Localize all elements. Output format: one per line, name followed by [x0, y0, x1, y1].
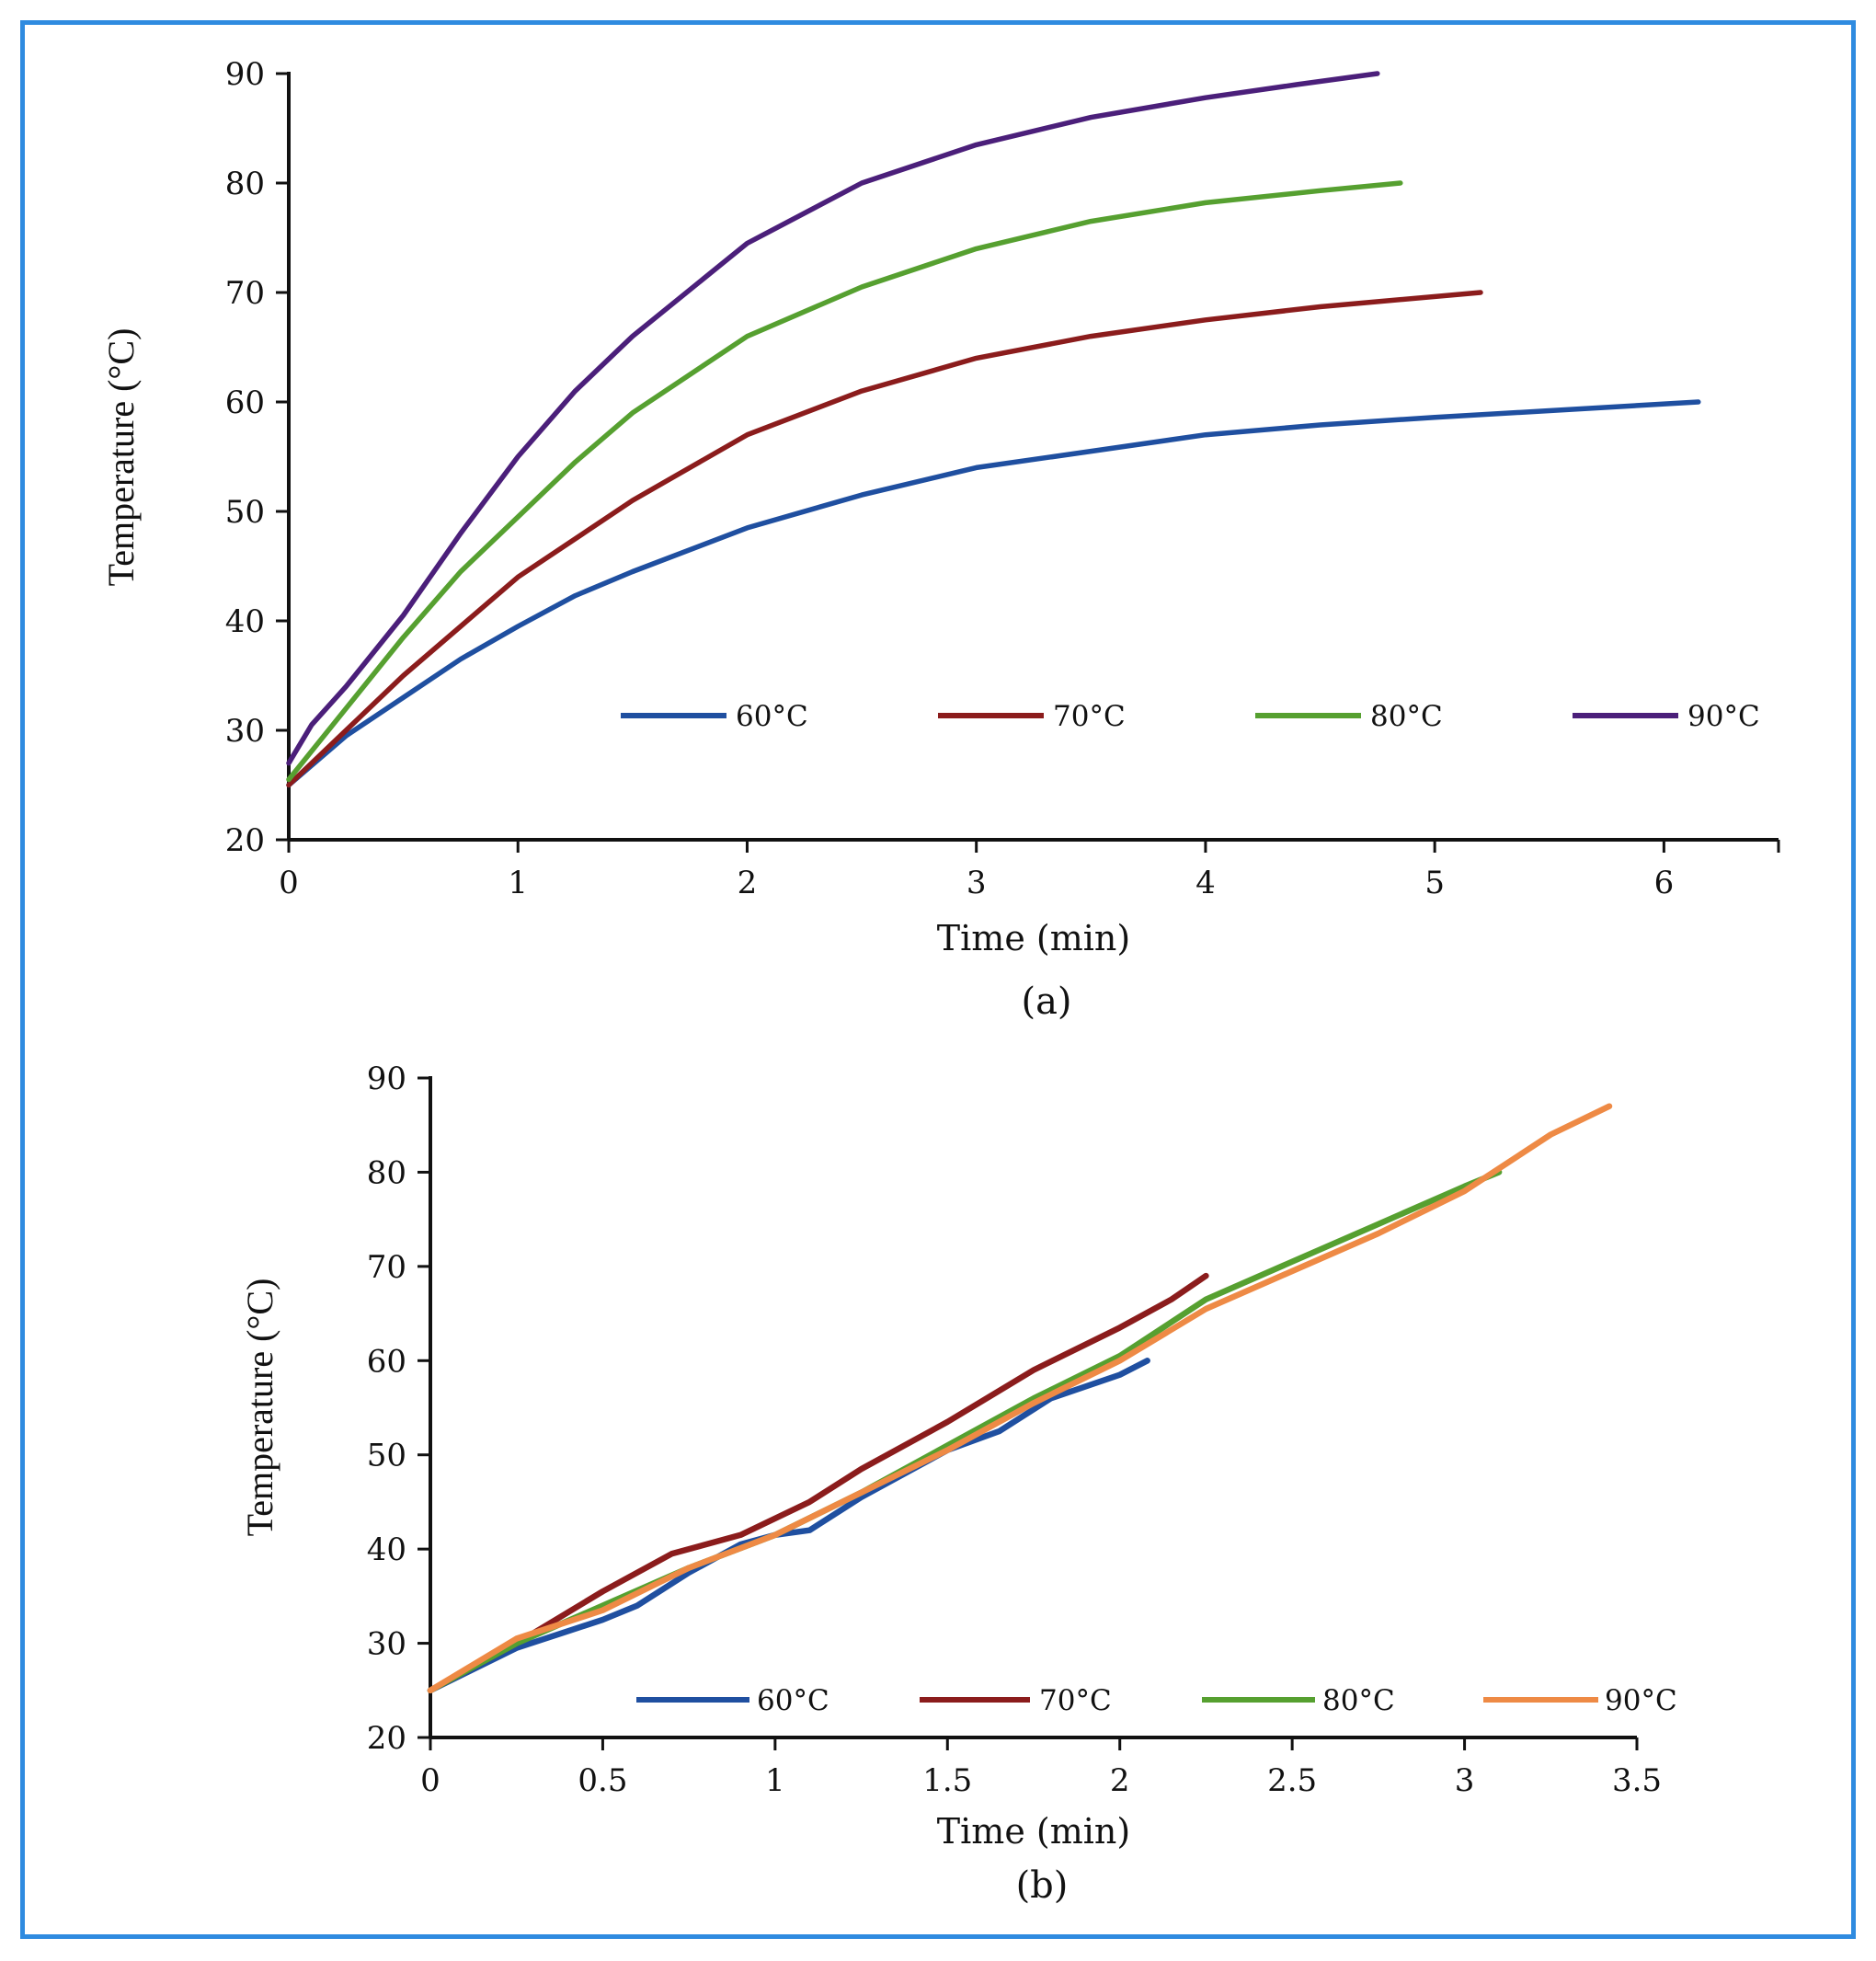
- y-tick-label-a: 40: [225, 603, 265, 640]
- series-line-b-90: [427, 1103, 1613, 1694]
- y-tick-label-a: 50: [225, 494, 265, 531]
- x-tick-label-b: 3: [1455, 1762, 1475, 1799]
- panel-caption-a: (a): [1021, 980, 1071, 1023]
- x-tick-label-b: 3.5: [1612, 1762, 1662, 1799]
- x-tick-label-b: 1.5: [922, 1762, 972, 1799]
- x-tick-label-a: 4: [1195, 865, 1216, 901]
- legend-label-a-80: 80°C: [1370, 700, 1443, 733]
- series-line-a-70: [286, 290, 1483, 788]
- series-line-a-90: [286, 71, 1380, 766]
- series-line-b-60: [427, 1358, 1150, 1694]
- y-tick-label-b: 80: [367, 1154, 406, 1191]
- figure-frame: [20, 20, 1856, 1939]
- y-tick-label-a: 70: [225, 275, 265, 312]
- y-tick-label-a: 30: [225, 713, 265, 750]
- x-tick-label-a: 5: [1424, 865, 1445, 901]
- y-tick-label-b: 30: [367, 1626, 406, 1663]
- y-axis-label-b: Temperature (°C): [239, 1279, 280, 1537]
- series-line-b-80: [427, 1169, 1503, 1694]
- x-tick-label-b: 1: [765, 1762, 785, 1799]
- panel-caption-b: (b): [1016, 1864, 1069, 1907]
- legend-label-b-70: 70°C: [1039, 1684, 1112, 1717]
- series-line-a-60: [286, 399, 1701, 788]
- x-tick-label-a: 0: [279, 865, 299, 901]
- legend-label-b-90: 90°C: [1605, 1684, 1677, 1717]
- y-tick-label-a: 60: [225, 384, 265, 421]
- legend-label-a-60: 60°C: [736, 700, 808, 733]
- series-line-a-80: [286, 180, 1403, 783]
- y-tick-label-b: 90: [367, 1061, 406, 1097]
- x-tick-label-b: 0: [420, 1762, 440, 1799]
- x-tick-label-b: 0.5: [578, 1762, 627, 1799]
- y-tick-label-b: 50: [367, 1438, 406, 1474]
- y-tick-label-b: 20: [367, 1720, 406, 1757]
- x-tick-label-a: 3: [967, 865, 987, 901]
- y-tick-label-b: 60: [367, 1343, 406, 1380]
- series-line-b-70: [427, 1272, 1209, 1694]
- legend-label-b-80: 80°C: [1322, 1684, 1395, 1717]
- y-tick-label-b: 70: [367, 1249, 406, 1286]
- x-tick-label-a: 1: [508, 865, 528, 901]
- x-axis-label-a: Time (min): [937, 918, 1130, 958]
- y-tick-label-b: 40: [367, 1531, 406, 1568]
- x-tick-label-b: 2: [1110, 1762, 1130, 1799]
- legend-label-b-60: 60°C: [757, 1684, 829, 1717]
- y-tick-label-a: 20: [225, 822, 265, 859]
- x-tick-label-a: 6: [1654, 865, 1675, 901]
- x-axis-label-b: Time (min): [937, 1811, 1130, 1852]
- y-tick-label-a: 80: [225, 166, 265, 202]
- legend-label-a-70: 70°C: [1053, 700, 1126, 733]
- x-tick-label-a: 2: [738, 865, 758, 901]
- legend-label-a-90: 90°C: [1687, 700, 1760, 733]
- y-axis-label-a: Temperature (°C): [100, 328, 142, 587]
- y-tick-label-a: 90: [225, 56, 265, 93]
- x-tick-label-b: 2.5: [1267, 1762, 1317, 1799]
